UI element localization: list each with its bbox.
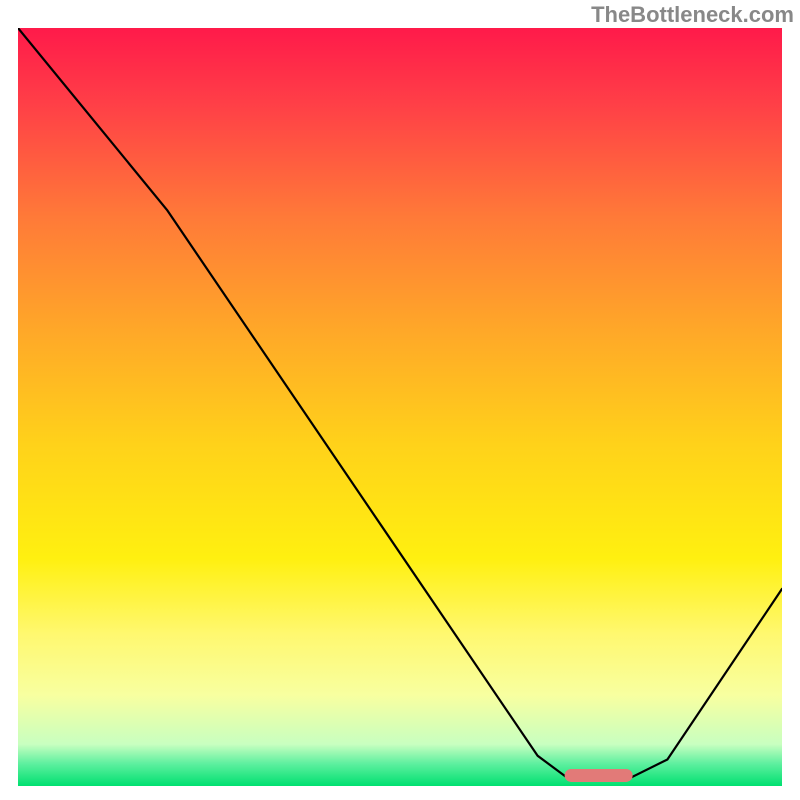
optimal-marker [564, 769, 633, 781]
watermark-text: TheBottleneck.com [591, 2, 794, 28]
gradient-background [18, 28, 782, 786]
plot-area [18, 28, 782, 786]
chart-container: TheBottleneck.com [0, 0, 800, 800]
